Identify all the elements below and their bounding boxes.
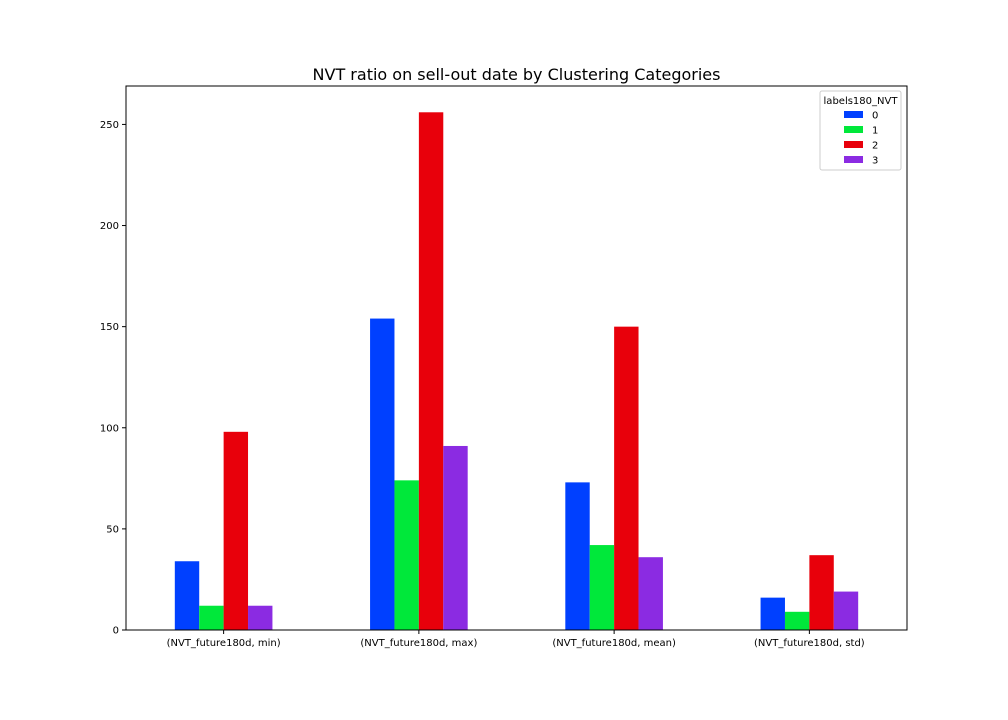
bar-series-3-cat-2 <box>638 557 663 630</box>
legend-swatch-0 <box>844 111 863 118</box>
chart-title: NVT ratio on sell-out date by Clustering… <box>313 65 721 84</box>
y-tick-label: 150 <box>100 322 119 333</box>
x-axis: (NVT_future180d, min) (NVT_future180d, ma… <box>167 630 865 649</box>
legend-label-1: 1 <box>872 126 878 137</box>
y-tick-label: 250 <box>100 120 119 131</box>
x-tick-label: (NVT_future180d, min) <box>167 638 281 649</box>
legend-swatch-2 <box>844 141 863 148</box>
y-axis: 0 50 100 150 200 250 <box>100 120 126 637</box>
legend-label-0: 0 <box>872 111 878 122</box>
bar-series-3-cat-1 <box>443 445 468 630</box>
legend-title: labels180_NVT <box>824 96 899 107</box>
legend: labels180_NVT 0 1 2 3 <box>819 90 902 171</box>
bar-series-3-cat-0 <box>248 605 273 630</box>
legend-swatch-3 <box>844 156 863 163</box>
x-tick-label: (NVT_future180d, std) <box>754 638 865 649</box>
bar-series-2-cat-2 <box>614 326 639 630</box>
bars <box>174 112 859 630</box>
legend-label-3: 3 <box>872 156 878 167</box>
bar-series-1-cat-0 <box>199 605 224 630</box>
y-tick-label: 0 <box>113 626 119 637</box>
legend-label-2: 2 <box>872 141 878 152</box>
plot-frame <box>125 85 908 631</box>
bar-series-0-cat-0 <box>174 561 200 630</box>
bar-series-1-cat-3 <box>784 611 810 630</box>
y-tick-label: 50 <box>106 524 119 535</box>
bar-series-0-cat-1 <box>370 318 395 630</box>
legend-swatch-1 <box>844 126 863 133</box>
y-tick-label: 200 <box>100 221 119 232</box>
x-tick-label: (NVT_future180d, mean) <box>552 638 676 649</box>
bar-series-1-cat-2 <box>589 545 615 630</box>
bar-series-2-cat-3 <box>809 555 834 630</box>
bar-series-0-cat-2 <box>565 482 590 630</box>
bar-series-2-cat-0 <box>223 431 249 630</box>
y-tick-label: 100 <box>100 423 119 434</box>
bar-series-1-cat-1 <box>394 480 419 630</box>
legend-items: 0 1 2 3 <box>844 111 878 167</box>
bar-series-3-cat-3 <box>833 591 859 630</box>
x-tick-label: (NVT_future180d, max) <box>360 638 477 649</box>
bar-series-2-cat-1 <box>418 112 444 630</box>
bar-series-0-cat-3 <box>760 597 785 630</box>
